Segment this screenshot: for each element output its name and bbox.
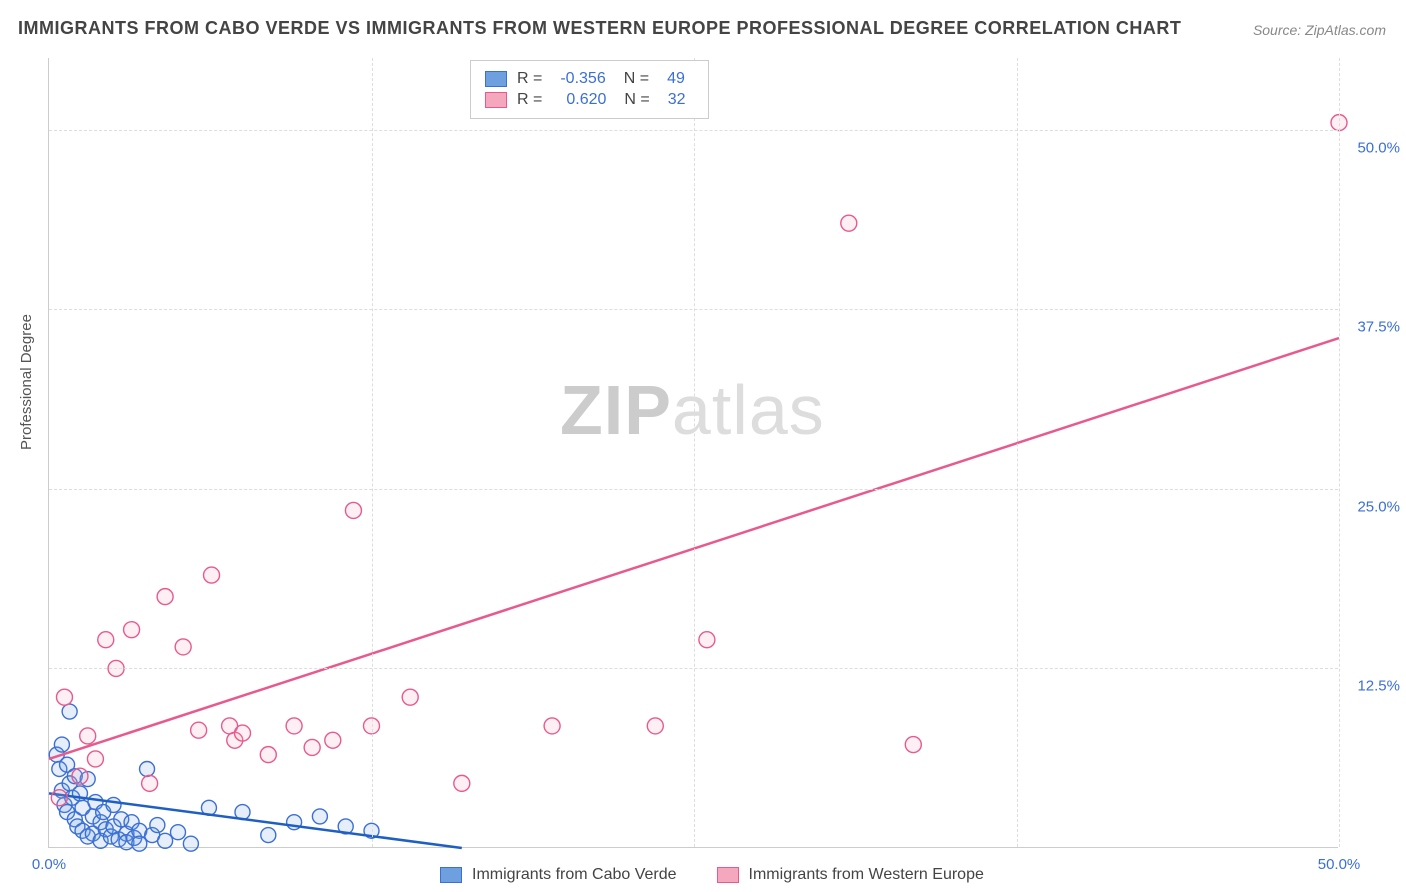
scatter-point <box>204 567 220 583</box>
scatter-point <box>56 689 72 705</box>
source-credit: Source: ZipAtlas.com <box>1253 22 1386 38</box>
r-value-1: -0.356 <box>560 70 605 88</box>
scatter-point <box>304 739 320 755</box>
swatch-blue <box>485 71 507 87</box>
scatter-point <box>699 632 715 648</box>
ytick-label: 37.5% <box>1357 319 1400 336</box>
scatter-point <box>454 775 470 791</box>
scatter-point <box>286 718 302 734</box>
scatter-point <box>87 751 103 767</box>
scatter-point <box>191 722 207 738</box>
scatter-point <box>905 737 921 753</box>
scatter-point <box>235 725 251 741</box>
gridline-v <box>372 58 373 847</box>
scatter-point <box>345 502 361 518</box>
scatter-point <box>647 718 663 734</box>
n-value-1: 49 <box>667 70 685 88</box>
scatter-point <box>72 768 88 784</box>
scatter-point <box>175 639 191 655</box>
xtick-label: 0.0% <box>32 856 66 873</box>
legend-item-2: Immigrants from Western Europe <box>717 866 984 884</box>
scatter-point <box>157 589 173 605</box>
gridline-v <box>1339 58 1340 847</box>
scatter-point <box>106 797 121 812</box>
scatter-point <box>54 737 69 752</box>
gridline-v <box>694 58 695 847</box>
scatter-point <box>124 622 140 638</box>
ytick-label: 25.0% <box>1357 498 1400 515</box>
bottom-legend: Immigrants from Cabo Verde Immigrants fr… <box>440 866 984 884</box>
gridline-v <box>1017 58 1018 847</box>
legend-item-1: Immigrants from Cabo Verde <box>440 866 677 884</box>
legend-label-1: Immigrants from Cabo Verde <box>472 866 677 884</box>
scatter-point <box>62 704 77 719</box>
swatch-pink <box>485 92 507 108</box>
scatter-point <box>261 828 276 843</box>
scatter-point <box>171 825 186 840</box>
scatter-point <box>325 732 341 748</box>
scatter-point <box>260 747 276 763</box>
scatter-point <box>841 215 857 231</box>
scatter-point <box>183 836 198 851</box>
scatter-point <box>142 775 158 791</box>
scatter-point <box>544 718 560 734</box>
xtick-label: 50.0% <box>1318 856 1361 873</box>
scatter-point <box>158 833 173 848</box>
scatter-point <box>51 790 67 806</box>
swatch-blue-bottom <box>440 867 462 883</box>
scatter-point <box>132 836 147 851</box>
y-axis-label: Professional Degree <box>18 314 35 450</box>
scatter-point <box>402 689 418 705</box>
chart-title: IMMIGRANTS FROM CABO VERDE VS IMMIGRANTS… <box>18 18 1181 39</box>
scatter-point <box>150 818 165 833</box>
n-value-2: 32 <box>668 91 686 109</box>
ytick-label: 50.0% <box>1357 139 1400 156</box>
r-value-2: 0.620 <box>566 91 606 109</box>
stats-legend: R = -0.356 N = 49 R = 0.620 N = 32 <box>470 60 709 119</box>
stats-row-2: R = 0.620 N = 32 <box>485 91 694 109</box>
ytick-label: 12.5% <box>1357 678 1400 695</box>
legend-label-2: Immigrants from Western Europe <box>749 866 984 884</box>
swatch-pink-bottom <box>717 867 739 883</box>
stats-row-1: R = -0.356 N = 49 <box>485 70 694 88</box>
scatter-point <box>80 728 96 744</box>
scatter-point <box>98 632 114 648</box>
scatter-point <box>312 809 327 824</box>
plot-area: 12.5%25.0%37.5%50.0%0.0%50.0% <box>48 58 1338 848</box>
scatter-point <box>140 762 155 777</box>
